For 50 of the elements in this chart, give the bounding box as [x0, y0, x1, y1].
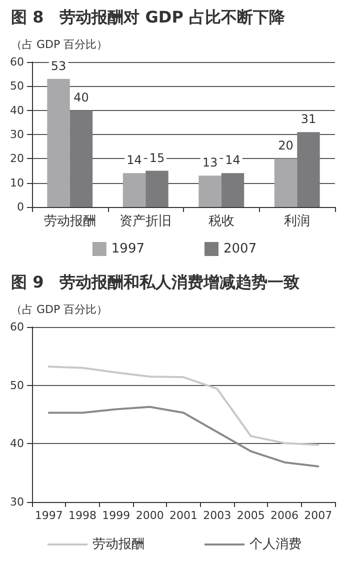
bar — [274, 158, 298, 207]
y-axis-title: （占 GDP 百分比） — [11, 303, 108, 316]
x-tick-label: 2005 — [236, 509, 265, 522]
x-tick-label: 2006 — [270, 509, 298, 522]
data-label: 13 — [202, 156, 218, 170]
bar — [47, 78, 70, 207]
x-tick-label: 1998 — [68, 509, 96, 522]
data-label: 15 — [149, 150, 165, 165]
data-label: 40 — [74, 90, 89, 104]
legend-label: 1997 — [111, 242, 145, 256]
y-tick-label: 60 — [10, 56, 24, 68]
y-tick-label: 0 — [17, 200, 24, 214]
x-tick-label: 资产折旧 — [120, 214, 172, 229]
y-tick-label: 10 — [10, 176, 24, 190]
bar — [70, 110, 93, 207]
y-tick-label: 50 — [10, 378, 24, 392]
y-tick-label: 60 — [10, 320, 24, 334]
legend-label: 2007 — [224, 242, 257, 256]
x-tick-label: 利润 — [284, 214, 310, 229]
y-tick-label: 40 — [10, 437, 24, 450]
bar — [198, 176, 222, 207]
bar — [221, 173, 244, 207]
bar — [146, 170, 168, 207]
line-series — [48, 406, 320, 468]
y-axis-title: （占 GDP 百分比） — [11, 38, 108, 51]
legend-label: 个人消费 — [250, 537, 302, 552]
x-tick-label: 1999 — [102, 509, 130, 522]
y-tick-label: 40 — [10, 104, 24, 117]
x-tick-label: 税收 — [208, 214, 234, 229]
data-label: 20 — [278, 138, 294, 153]
data-label: 14 — [225, 153, 240, 168]
y-tick-label: 50 — [10, 80, 24, 93]
data-label: 31 — [300, 112, 316, 126]
bar — [122, 173, 146, 207]
data-label: 53 — [50, 58, 66, 73]
y-tick-label: 20 — [10, 152, 24, 166]
x-tick-label: 2000 — [136, 509, 164, 522]
x-tick-label: 劳动报酬 — [44, 214, 96, 229]
y-tick-label: 30 — [10, 128, 24, 141]
bar — [297, 132, 320, 207]
chart-title: 图 8 劳动报酬对 GDP 占比不断下降 — [11, 8, 286, 26]
x-tick-label: 1997 — [34, 509, 63, 522]
data-label: 14 — [126, 153, 142, 168]
line-series — [48, 366, 320, 446]
y-tick-label: 30 — [10, 496, 24, 508]
x-tick-label: 2003 — [203, 509, 232, 522]
x-tick-label: 2001 — [170, 509, 198, 522]
chart-title: 图 9 劳动报酬和私人消费增减趋势一致 — [11, 272, 300, 292]
legend-label: 劳动报酬 — [92, 537, 144, 552]
x-tick-label: 2007 — [304, 509, 332, 522]
